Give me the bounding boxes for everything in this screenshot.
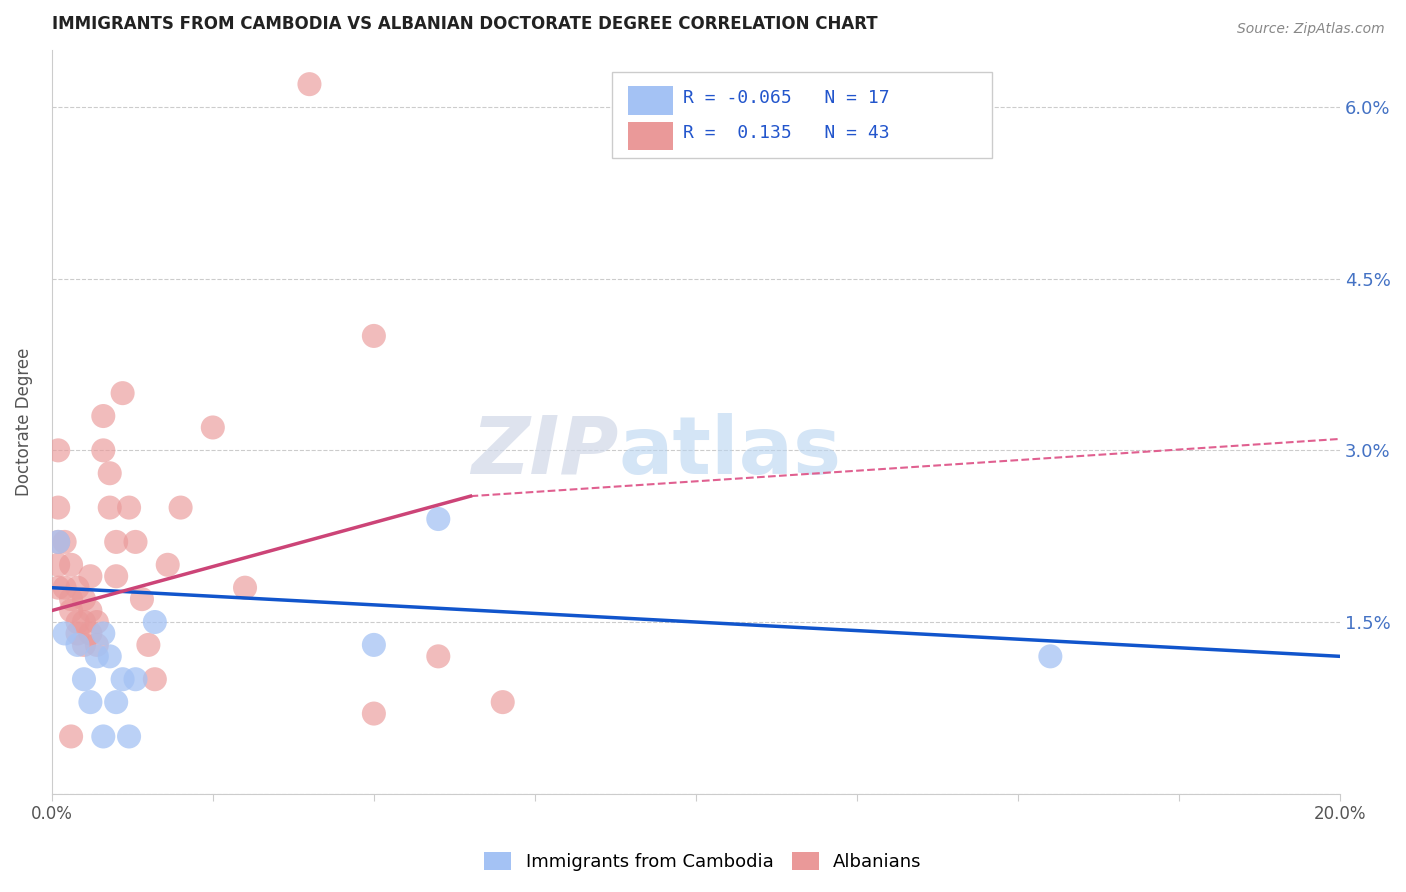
Point [60,558,83,572]
Text: Source: ZipAtlas.com: Source: ZipAtlas.com [1237,22,1385,37]
Point [66,638,89,652]
Point [138,638,160,652]
Point [98,500,121,515]
Point [79,604,101,618]
Point [53,581,76,595]
Legend: Immigrants from Cambodia, Albanians: Immigrants from Cambodia, Albanians [477,845,929,879]
Point [46,558,69,572]
Point [363,329,385,343]
Point [60,592,83,607]
Point [111,672,134,686]
FancyBboxPatch shape [612,72,993,158]
Text: atlas: atlas [619,412,842,491]
Point [79,626,101,640]
Point [98,467,121,481]
Point [1039,649,1062,664]
Point [111,386,134,401]
Point [201,420,224,434]
Point [46,443,69,458]
Point [91,730,114,744]
Point [233,581,256,595]
Point [66,626,89,640]
Point [53,535,76,549]
Point [169,500,191,515]
Point [91,409,114,423]
Y-axis label: Doctorate Degree: Doctorate Degree [15,348,32,496]
Point [66,581,89,595]
Point [73,615,96,629]
Point [363,706,385,721]
Point [427,649,450,664]
Point [427,512,450,526]
Point [79,569,101,583]
Point [143,615,166,629]
Point [131,592,153,607]
Point [46,581,69,595]
Text: R =  0.135   N = 43: R = 0.135 N = 43 [683,124,890,142]
Text: R = -0.065   N = 17: R = -0.065 N = 17 [683,89,890,107]
Point [298,77,321,91]
Point [105,535,128,549]
Point [60,604,83,618]
Point [91,443,114,458]
Point [60,730,83,744]
Point [73,672,96,686]
Point [118,730,141,744]
Point [86,615,108,629]
Point [124,535,146,549]
Point [86,638,108,652]
Point [53,626,76,640]
Point [363,638,385,652]
Point [124,672,146,686]
Point [105,569,128,583]
Point [91,626,114,640]
Point [86,649,108,664]
Point [105,695,128,709]
Point [98,649,121,664]
Text: IMMIGRANTS FROM CAMBODIA VS ALBANIAN DOCTORATE DEGREE CORRELATION CHART: IMMIGRANTS FROM CAMBODIA VS ALBANIAN DOC… [52,15,877,33]
Point [73,592,96,607]
FancyBboxPatch shape [627,87,673,114]
Point [46,535,69,549]
Point [156,558,179,572]
Point [143,672,166,686]
Point [79,695,101,709]
Point [46,535,69,549]
Point [73,638,96,652]
Point [66,615,89,629]
Point [118,500,141,515]
FancyBboxPatch shape [627,122,673,150]
Point [46,500,69,515]
Text: ZIP: ZIP [471,412,619,491]
Point [492,695,515,709]
